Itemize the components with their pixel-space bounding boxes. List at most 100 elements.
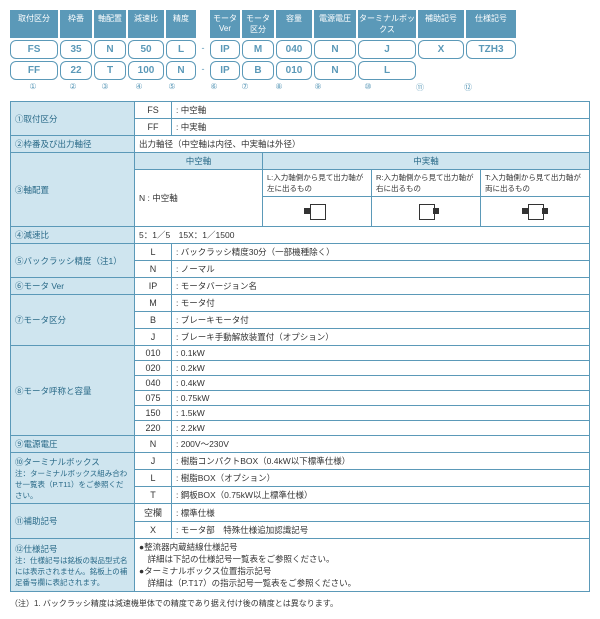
s7r0c: M xyxy=(135,295,172,312)
r2c6: IP xyxy=(210,61,240,80)
shaft-both-icon xyxy=(521,200,549,222)
shaft-right-icon xyxy=(412,200,440,222)
r1c11: X xyxy=(418,40,464,59)
s5r1d: : ノーマル xyxy=(172,261,590,278)
dash-n xyxy=(188,82,198,93)
index-row: ① ② ③ ④ ⑤ ⑥ ⑦ ⑧ ⑨ ⑩ ⑪ ⑫ xyxy=(10,82,590,93)
s11r1d: : モータ部 特殊仕様追加認識記号 xyxy=(172,522,590,539)
s8r2d: : 0.4kW xyxy=(172,376,590,391)
r1c8: 040 xyxy=(276,40,312,59)
s9r0c: N xyxy=(135,436,172,453)
r2c11 xyxy=(418,61,462,80)
s8r5c: 220 xyxy=(135,421,172,436)
s8r3d: : 0.75kW xyxy=(172,391,590,406)
s2-desc: 出力軸径（中空軸は内径、中実軸は外径） xyxy=(135,136,590,153)
s8-label: ⑧モータ呼称と容量 xyxy=(11,346,135,436)
hdr-5: 精度 xyxy=(166,10,196,38)
s1-label: ①取付区分 xyxy=(11,102,135,136)
hdr-8: 容量 xyxy=(276,10,312,38)
r1c12: TZH3 xyxy=(466,40,516,59)
hdr-3: 軸配置 xyxy=(94,10,126,38)
n12: ⑫ xyxy=(444,82,492,93)
s7r2c: J xyxy=(135,329,172,346)
n2: ② xyxy=(58,82,88,93)
s5r1c: N xyxy=(135,261,172,278)
s11r0d: : 標準仕様 xyxy=(172,504,590,522)
s6r0d: : モータバージョン名 xyxy=(172,278,590,295)
s3-blank-hdr: 中空軸 xyxy=(135,153,263,170)
hdr-1: 取付区分 xyxy=(10,10,58,38)
r2c8: 010 xyxy=(276,61,312,80)
s8r2c: 040 xyxy=(135,376,172,391)
r1c2: 35 xyxy=(60,40,92,59)
s4-label: ④減速比 xyxy=(11,227,135,244)
s1r0c: FS xyxy=(135,102,172,119)
diagram-l xyxy=(263,197,372,227)
s3c1: R:入力軸側から見て出力軸が右に出るもの xyxy=(372,170,481,197)
s10r2d: : 鋼板BOX（0.75kW以上標準仕様） xyxy=(172,487,590,504)
r1c3: N xyxy=(94,40,126,59)
n9: ⑨ xyxy=(298,82,338,93)
s8r4c: 150 xyxy=(135,406,172,421)
s11r0c: 空欄 xyxy=(135,504,172,522)
code-header-block: 取付区分 枠番 軸配置 減速比 精度 モータVer モータ区分 容量 電源電圧 … xyxy=(10,10,590,93)
diagram-t xyxy=(481,197,590,227)
s5r0c: L xyxy=(135,244,172,261)
s1r0d: : 中空軸 xyxy=(172,102,590,119)
r1c9: N xyxy=(314,40,356,59)
s9-label: ⑨電源電圧 xyxy=(11,436,135,453)
header-labels-row: 取付区分 枠番 軸配置 減速比 精度 モータVer モータ区分 容量 電源電圧 … xyxy=(10,10,590,38)
r1c5: L xyxy=(166,40,196,59)
dash: - xyxy=(198,40,208,59)
r2c12 xyxy=(464,61,512,80)
s10-lbl-txt: ⑩ターミナルボックス xyxy=(15,457,100,467)
s6r0c: IP xyxy=(135,278,172,295)
s8r1c: 020 xyxy=(135,361,172,376)
s10r2c: T xyxy=(135,487,172,504)
s12-desc: ●整流器内蔵結線仕様記号 詳細は下記の仕様記号一覧表をご参照ください。 ●ターミ… xyxy=(135,539,590,592)
s8r4d: : 1.5kW xyxy=(172,406,590,421)
code-row-2: FF 22 T 100 N - IP B 010 N L xyxy=(10,61,590,80)
r2c5: N xyxy=(166,61,196,80)
hdr-7: モータ区分 xyxy=(242,10,274,38)
s6-label: ⑥モータ Ver xyxy=(11,278,135,295)
s9r0d: : 200V～230V xyxy=(172,436,590,453)
n7: ⑦ xyxy=(230,82,260,93)
s5r0d: : バックラッシ精度30分（一部機種除く） xyxy=(172,244,590,261)
diagram-r xyxy=(372,197,481,227)
n5: ⑤ xyxy=(158,82,186,93)
code-row-1: FS 35 N 50 L - IP M 040 N J X TZH3 xyxy=(10,40,590,59)
s3-solid-hdr: 中実軸 xyxy=(263,153,590,170)
n8: ⑧ xyxy=(262,82,296,93)
r1c1: FS xyxy=(10,40,58,59)
s12-label: ⑫仕様記号注：仕様記号は銘板の製品型式名には表示されません。銘板上の補足番号欄に… xyxy=(11,539,135,592)
n3: ③ xyxy=(90,82,120,93)
n6: ⑥ xyxy=(200,82,228,93)
s5-label: ⑤バックラッシ精度（注1） xyxy=(11,244,135,278)
s2-label: ②枠番及び出力軸径 xyxy=(11,136,135,153)
r2c9: N xyxy=(314,61,356,80)
hdr-2: 枠番 xyxy=(60,10,92,38)
s8r3c: 075 xyxy=(135,391,172,406)
s8r1d: : 0.2kW xyxy=(172,361,590,376)
shaft-left-icon xyxy=(303,200,331,222)
s3c0: L:入力軸側から見て出力軸が左に出るもの xyxy=(263,170,372,197)
s10r0d: : 樹脂コンパクトBOX（0.4kW以下標準仕様） xyxy=(172,453,590,470)
s7r1d: : ブレーキモータ付 xyxy=(172,312,590,329)
hdr-11: 補助記号 xyxy=(418,10,464,38)
s12-lbl-txt: ⑫仕様記号 xyxy=(15,544,58,554)
dash: - xyxy=(198,61,208,80)
s10r1c: L xyxy=(135,470,172,487)
s1r1d: : 中実軸 xyxy=(172,119,590,136)
n11: ⑪ xyxy=(398,82,442,93)
s10r1d: : 樹脂BOX（オプション） xyxy=(172,470,590,487)
s10-label: ⑩ターミナルボックス注：ターミナルボックス組み合わせ一覧表（P.T11）をご参照… xyxy=(11,453,135,504)
n1: ① xyxy=(10,82,56,93)
s1r1c: FF xyxy=(135,119,172,136)
hdr-12: 仕様記号 xyxy=(466,10,516,38)
r2c7: B xyxy=(242,61,274,80)
r1c10: J xyxy=(358,40,416,59)
s8r0d: : 0.1kW xyxy=(172,346,590,361)
dash xyxy=(198,10,208,38)
s8r0c: 010 xyxy=(135,346,172,361)
